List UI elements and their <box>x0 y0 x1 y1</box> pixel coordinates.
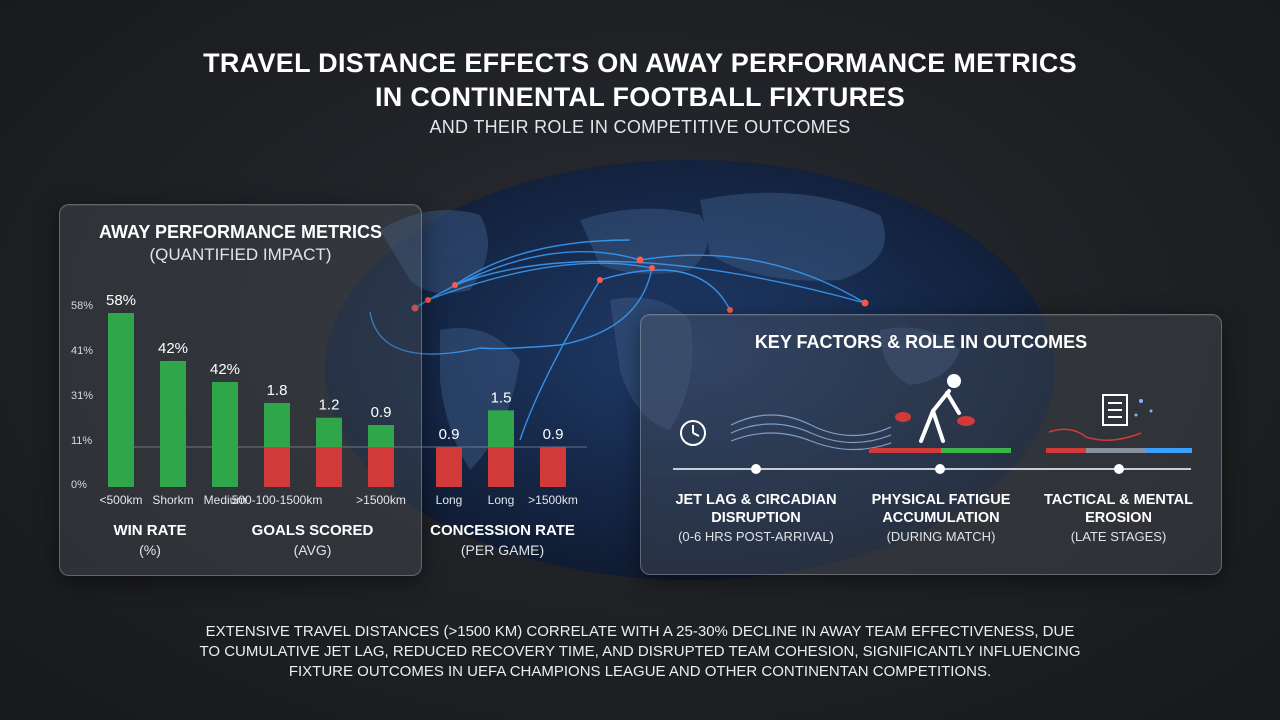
timeline-node-1 <box>751 464 761 474</box>
wave-lines <box>730 414 892 451</box>
bar <box>160 361 186 487</box>
erosion-bar-red <box>1046 448 1086 453</box>
factor-2-title-line-1: PHYSICAL FATIGUE <box>871 492 1011 508</box>
factor-3-title-line-2: EROSION <box>1085 510 1152 526</box>
bar-category-label: <500km <box>99 493 142 507</box>
metrics-panel-subtitle: (QUANTIFIED IMPACT) <box>149 245 332 264</box>
bar <box>108 313 134 487</box>
factor-3-title-line-1: TACTICAL & MENTAL <box>1043 492 1193 508</box>
erosion-bar <box>1046 448 1192 453</box>
group-label-concession-rate: CONCESSION RATE <box>430 522 575 539</box>
footer-line-1: EXTENSIVE TRAVEL DISTANCES (>1500 KM) CO… <box>205 623 1075 640</box>
metrics-panel-title: AWAY PERFORMANCE METRICS <box>98 222 383 242</box>
bar-category-label: Shorkm <box>152 493 193 507</box>
y-tick-label: 41% <box>71 345 93 357</box>
bar-category-label: Medium <box>204 493 247 507</box>
subtitle: AND THEIR ROLE IN COMPETITIVE OUTCOMES <box>429 117 851 137</box>
bar-category-label: >1500km <box>356 493 406 507</box>
group-sub-goals-scored: (AVG) <box>293 542 332 558</box>
muscle-pain-markers <box>895 412 975 426</box>
bar-value-label: 58% <box>106 292 136 309</box>
bar-value-label: 0.9 <box>543 426 564 443</box>
bar-value-label: 1.5 <box>491 389 512 406</box>
main-title-line-1: TRAVEL DISTANCE EFFECTS ON AWAY PERFORMA… <box>203 48 1077 78</box>
bar-lower <box>368 447 394 487</box>
group-sub-concession-rate: (PER GAME) <box>460 542 545 558</box>
bar-upper <box>368 425 394 447</box>
timeline-node-3 <box>1114 464 1124 474</box>
y-tick-label: 0% <box>71 479 87 491</box>
fatigue-bar-green <box>941 448 1011 453</box>
timeline-node-2 <box>935 464 945 474</box>
fatigued-player-icon <box>919 374 961 443</box>
y-tick-label: 58% <box>71 300 93 312</box>
factor-1-sub: (0-6 HRS POST-ARRIVAL) <box>678 529 834 544</box>
away-metrics-panel: AWAY PERFORMANCE METRICS (QUANTIFIED IMP… <box>59 204 422 576</box>
clock-icon <box>680 420 706 446</box>
footer-line-2: TO CUMULATIVE JET LAG, REDUCED RECOVERY … <box>199 643 1081 660</box>
group-label-goals-scored: GOALS SCORED <box>251 522 374 539</box>
bar-category-label: Long <box>488 493 515 507</box>
bar-value-label: 1.8 <box>267 382 288 399</box>
bar-lower <box>316 447 342 487</box>
factors-timeline-graphic <box>673 374 1192 474</box>
bar-lower <box>264 447 290 487</box>
bar-value-label: 0.9 <box>371 404 392 421</box>
metrics-bar-chart: 58% 41% 31% 11% 0% 58% <500km 42% Shorkm 42% Medi… <box>71 292 587 507</box>
bar-lower <box>488 447 514 487</box>
erosion-bar-blue <box>1146 448 1192 453</box>
group-label-win-rate: WIN RATE <box>113 522 187 539</box>
bar-upper <box>488 410 514 447</box>
group-sub-win-rate: (%) <box>139 542 161 558</box>
travel-route-lines <box>369 239 866 441</box>
bar-value-label: 0.9 <box>439 426 460 443</box>
factor-3-sub: (LATE STAGES) <box>1070 529 1167 544</box>
bar <box>436 447 462 487</box>
fatigue-bar-red <box>869 448 1011 453</box>
bar <box>212 382 238 487</box>
bar-category-label: >1500km <box>528 493 578 507</box>
bar-category-label: 500-100-1500km <box>232 493 323 507</box>
bar-value-label: 42% <box>210 361 240 378</box>
key-factors-panel: KEY FACTORS & ROLE IN OUTCOMES <box>640 314 1222 575</box>
factor-2-sub: (DURING MATCH) <box>886 529 996 544</box>
bar-value-label: 42% <box>158 340 188 357</box>
sparkle-dots <box>1134 399 1153 417</box>
factor-1-title-line-1: JET LAG & CIRCADIAN <box>675 492 837 508</box>
tactics-clipboard-icon <box>1102 394 1128 426</box>
y-tick-label: 11% <box>71 435 92 447</box>
footer-line-3: FIXTURE OUTCOMES IN UEFA CHAMPIONS LEAGU… <box>288 663 992 680</box>
bar <box>540 447 566 487</box>
bar-value-label: 1.2 <box>319 397 340 414</box>
key-factors-title: KEY FACTORS & ROLE IN OUTCOMES <box>754 332 1088 352</box>
footer-summary: EXTENSIVE TRAVEL DISTANCES (>1500 KM) CO… <box>150 622 1130 682</box>
erosion-line <box>1048 428 1142 441</box>
main-title-line-2: IN CONTINENTAL FOOTBALL FIXTURES <box>374 82 906 112</box>
y-tick-label: 31% <box>71 390 93 402</box>
bar-upper <box>264 403 290 447</box>
factor-1-title-line-2: DISRUPTION <box>711 510 801 526</box>
bar-upper <box>316 417 342 447</box>
bar-category-label: Long <box>436 493 463 507</box>
factor-2-title-line-2: ACCUMULATION <box>882 510 1000 526</box>
city-markers <box>411 256 869 313</box>
